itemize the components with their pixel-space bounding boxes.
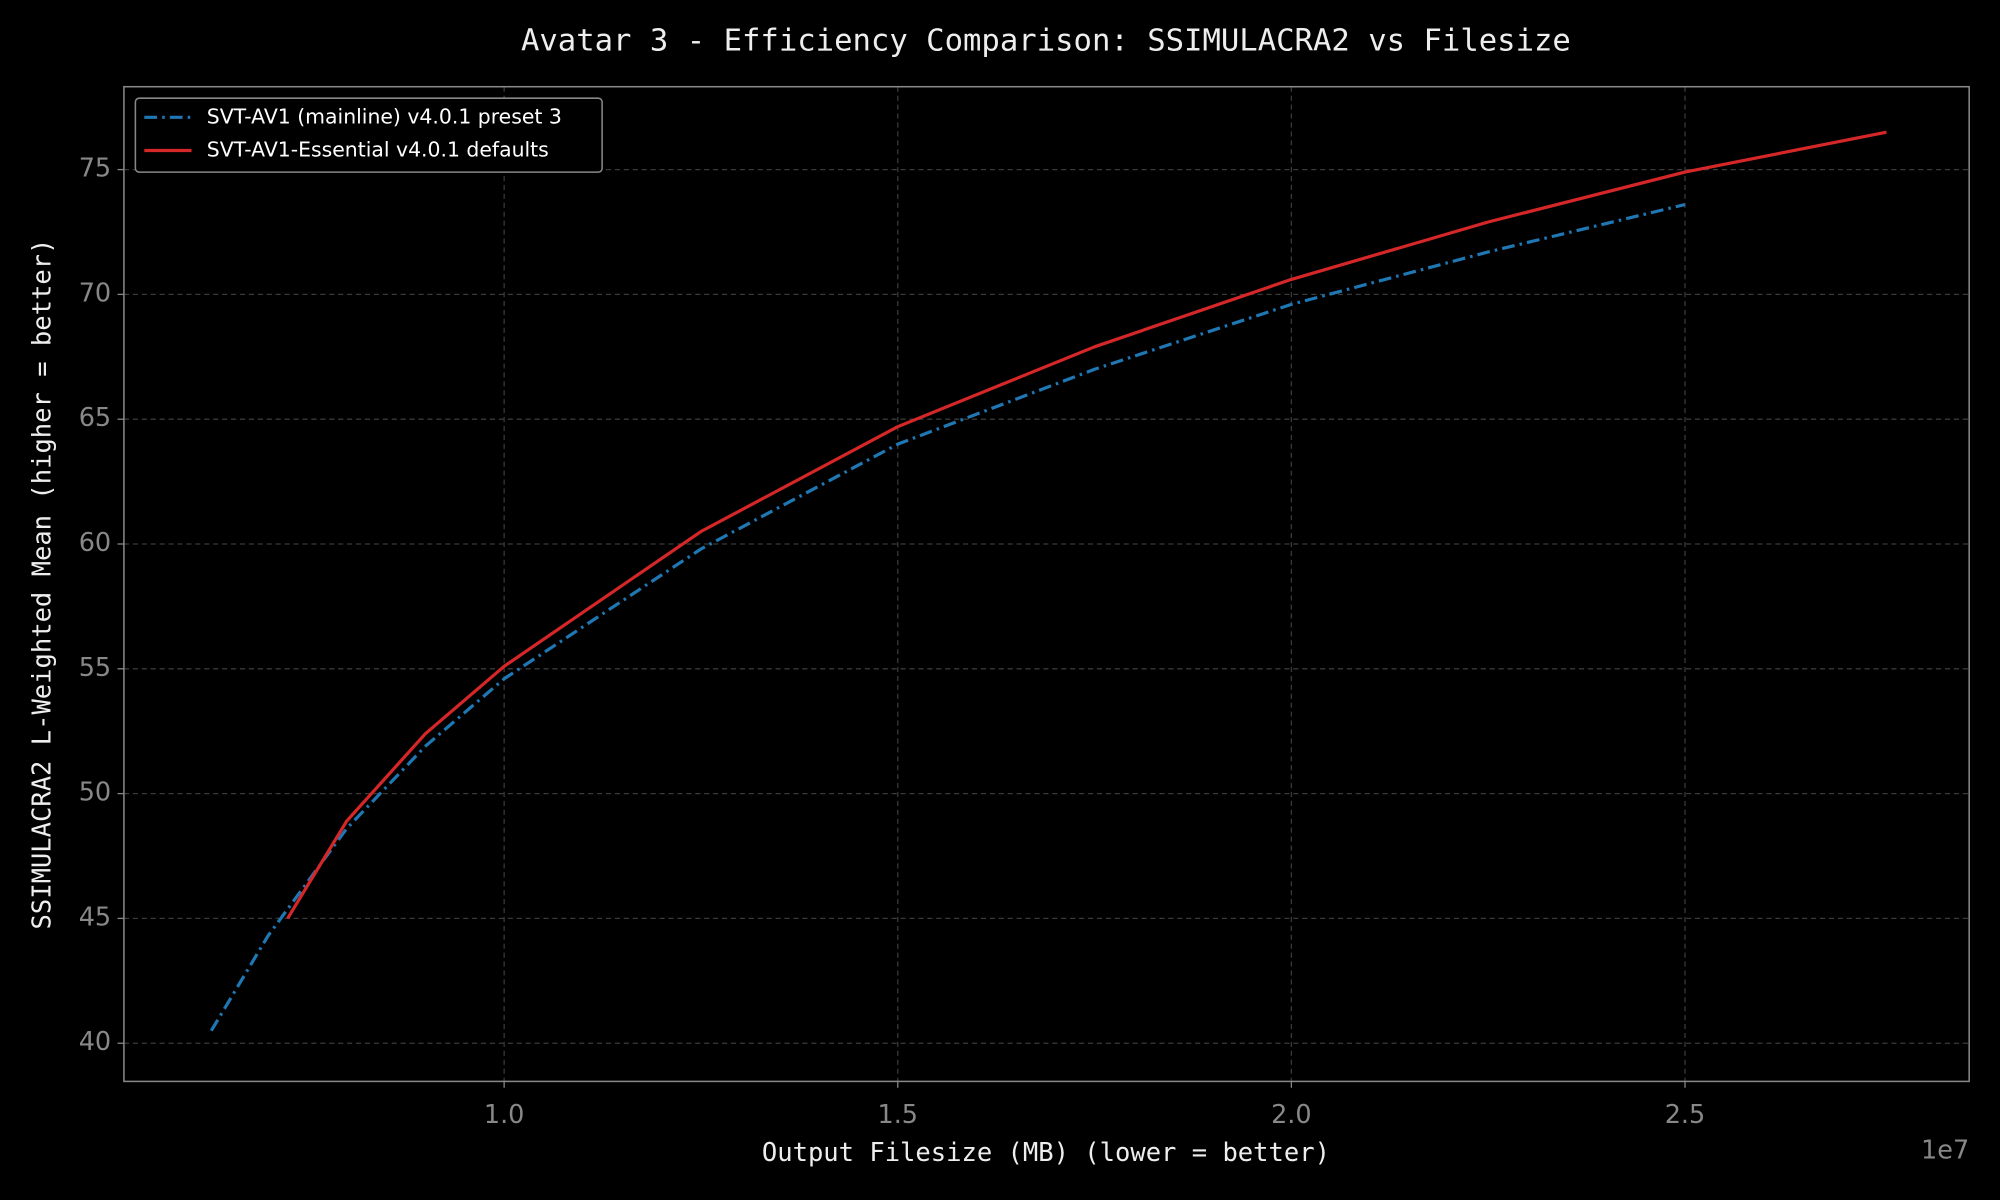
y-tick-label: 45 (79, 902, 111, 932)
y-axis-label: SSIMULACRA2 L-Weighted Mean (higher = be… (28, 239, 58, 930)
legend-label: SVT-AV1-Essential v4.0.1 defaults (207, 137, 549, 161)
x-tick-label: 1.5 (877, 1100, 918, 1130)
legend: SVT-AV1 (mainline) v4.0.1 preset 3 SVT-AV… (134, 97, 603, 173)
axes-frame (123, 85, 1970, 1083)
series-line (286, 130, 1887, 920)
y-tick-label: 75 (79, 154, 111, 184)
x-tick-label: 2.5 (1665, 1100, 1706, 1130)
y-tick-label: 55 (79, 653, 111, 683)
x-tick-label: 1.0 (484, 1100, 525, 1130)
legend-box (134, 97, 603, 173)
plot (209, 130, 1887, 1032)
legend-label: SVT-AV1 (mainline) v4.0.1 preset 3 (207, 104, 562, 128)
series-line (209, 202, 1686, 1032)
x-axis-label: Output Filesize (MB) (lower = better) (762, 1138, 1330, 1168)
y-tick-label: 60 (79, 528, 111, 558)
y-tick-label: 70 (79, 278, 111, 308)
y-tick-label: 40 (79, 1027, 111, 1057)
y-tick-label: 65 (79, 403, 111, 433)
x-tick-label: 2.0 (1271, 1100, 1312, 1130)
y-tick-label: 50 (79, 778, 111, 808)
grid: 1.0 1.5 2.0 2.5 40 45 50 55 60 65 70 75 (79, 86, 1970, 1130)
x-offset-label: 1e7 (1921, 1136, 1969, 1166)
chart-title: Avatar 3 - Efficiency Comparison: SSIMUL… (521, 24, 1571, 59)
